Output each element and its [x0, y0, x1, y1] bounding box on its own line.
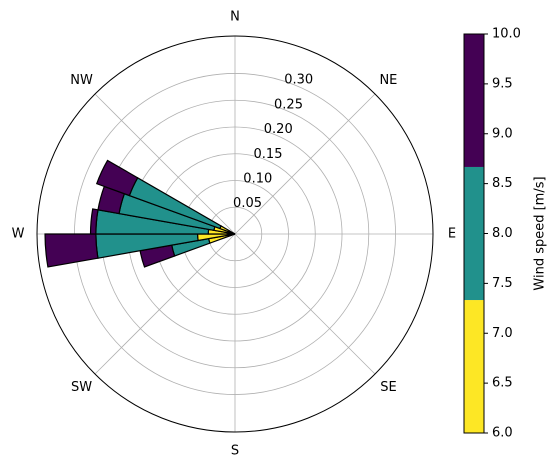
radial-tick-label: 0.15: [254, 147, 283, 162]
radial-tick-label: 0.30: [284, 73, 313, 88]
spoke-gridline: [234, 233, 376, 375]
windrose-bars: [44, 159, 236, 268]
windrose-bar-segment: [95, 159, 139, 197]
colorbar-tick-label: 9.5: [492, 76, 513, 91]
colorbar-tick-label: 7.0: [492, 326, 513, 341]
direction-label: NE: [379, 73, 397, 88]
direction-label: NW: [70, 73, 93, 88]
colorbar-tick-label: 6.0: [492, 426, 513, 441]
colorbar: 6.0 6.5 7.0 7.5 8.0 8.5 9.0 9.5 10.0 Wind speed […: [463, 27, 548, 441]
direction-label: N: [230, 10, 240, 25]
direction-label: E: [448, 227, 456, 242]
direction-label: S: [231, 444, 239, 459]
spoke-gridline: [94, 233, 236, 375]
colorbar-tick-label: 8.5: [492, 176, 513, 191]
colorbar-segment: [464, 300, 484, 433]
direction-label: SE: [380, 380, 396, 395]
windrose-bar-segment: [44, 233, 99, 268]
colorbar-tick-label: 6.5: [492, 376, 513, 391]
spoke-gridline: [94, 93, 236, 235]
colorbar-segment: [464, 34, 484, 167]
spoke-gridline: [234, 93, 376, 235]
colorbar-segment: [464, 166, 484, 301]
radial-tick-label: 0.25: [274, 97, 303, 112]
direction-label: W: [12, 227, 25, 242]
radial-tick-label: 0.05: [233, 196, 262, 211]
colorbar-tick-label: 9.0: [492, 126, 513, 141]
radial-tick-label: 0.10: [243, 172, 272, 187]
colorbar-tick-label: 8.0: [492, 226, 513, 241]
colorbar-label: Wind speed [m/s]: [533, 176, 548, 290]
radial-tick-label: 0.20: [264, 122, 293, 137]
polar-frame: [36, 35, 434, 433]
colorbar-tick-label: 7.5: [492, 276, 513, 291]
colorbar-tick-label: 10.0: [492, 27, 521, 42]
polar-labels: N NE E SE S SW W NW 0.05 0.10 0.15 0.20 0.25 0.30: [12, 10, 457, 459]
direction-label: SW: [71, 380, 92, 395]
